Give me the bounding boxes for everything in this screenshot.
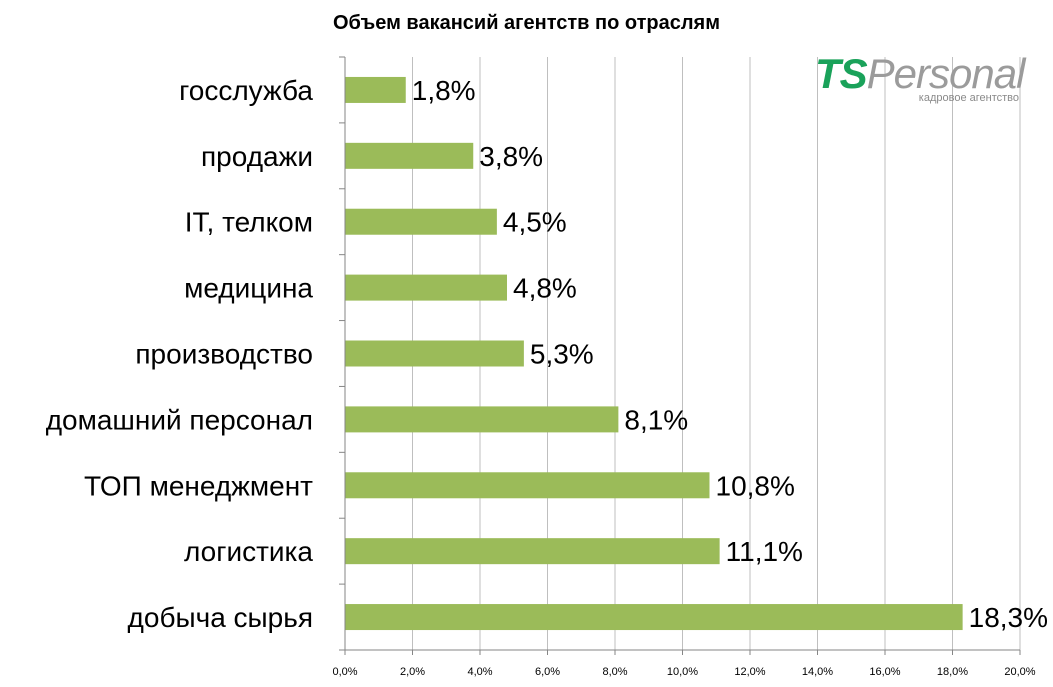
value-label: 8,1% [624, 404, 688, 435]
bar [345, 472, 710, 499]
bar [345, 604, 963, 631]
category-label: IT, телком [185, 207, 313, 238]
category-label: домашний персонал [46, 404, 313, 435]
x-tick-label: 2,0% [400, 666, 425, 678]
value-label: 18,3% [969, 602, 1048, 633]
value-label: 4,5% [503, 207, 567, 238]
value-label: 5,3% [530, 339, 594, 370]
x-tick-label: 18,0% [937, 666, 968, 678]
value-label: 3,8% [479, 141, 543, 172]
value-label: 4,8% [513, 273, 577, 304]
category-label: добыча сырья [128, 602, 313, 633]
category-label: медицина [184, 273, 313, 304]
category-label: производство [135, 339, 313, 370]
bar [345, 208, 497, 235]
bar [345, 340, 524, 367]
logo-personal-text: Personal [866, 50, 1026, 97]
category-label: госслужба [179, 75, 313, 106]
value-label: 1,8% [412, 75, 476, 106]
value-label: 11,1% [726, 536, 803, 567]
logo-subtitle: кадровое агентство [918, 92, 1019, 104]
logo-ts-text: TS [815, 50, 868, 97]
x-tick-label: 6,0% [535, 666, 560, 678]
x-tick-label: 4,0% [467, 666, 492, 678]
bar [345, 142, 474, 169]
x-tick-label: 8,0% [602, 666, 627, 678]
x-tick-label: 0,0% [332, 666, 357, 678]
bar [345, 406, 619, 433]
bar [345, 538, 720, 565]
x-tick-label: 10,0% [667, 666, 698, 678]
x-tick-label: 16,0% [869, 666, 900, 678]
value-label: 10,8% [716, 470, 795, 501]
bar [345, 274, 507, 301]
company-logo: TSPersonal кадровое агентство [815, 52, 1025, 108]
category-label: ТОП менеджмент [84, 470, 313, 501]
bar [345, 76, 406, 103]
category-label: логистика [184, 536, 313, 567]
x-tick-label: 12,0% [734, 666, 765, 678]
x-tick-label: 20,0% [1004, 666, 1035, 678]
category-label: продажи [201, 141, 313, 172]
chart-title: Объем вакансий агентств по отраслям [332, 12, 721, 34]
x-tick-label: 14,0% [802, 666, 833, 678]
